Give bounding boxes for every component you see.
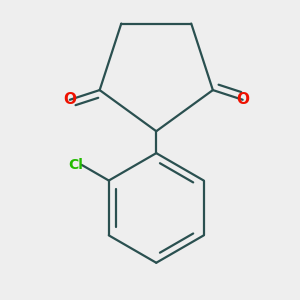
Text: O: O (63, 92, 76, 107)
Text: Cl: Cl (69, 158, 83, 172)
Text: O: O (236, 92, 249, 107)
